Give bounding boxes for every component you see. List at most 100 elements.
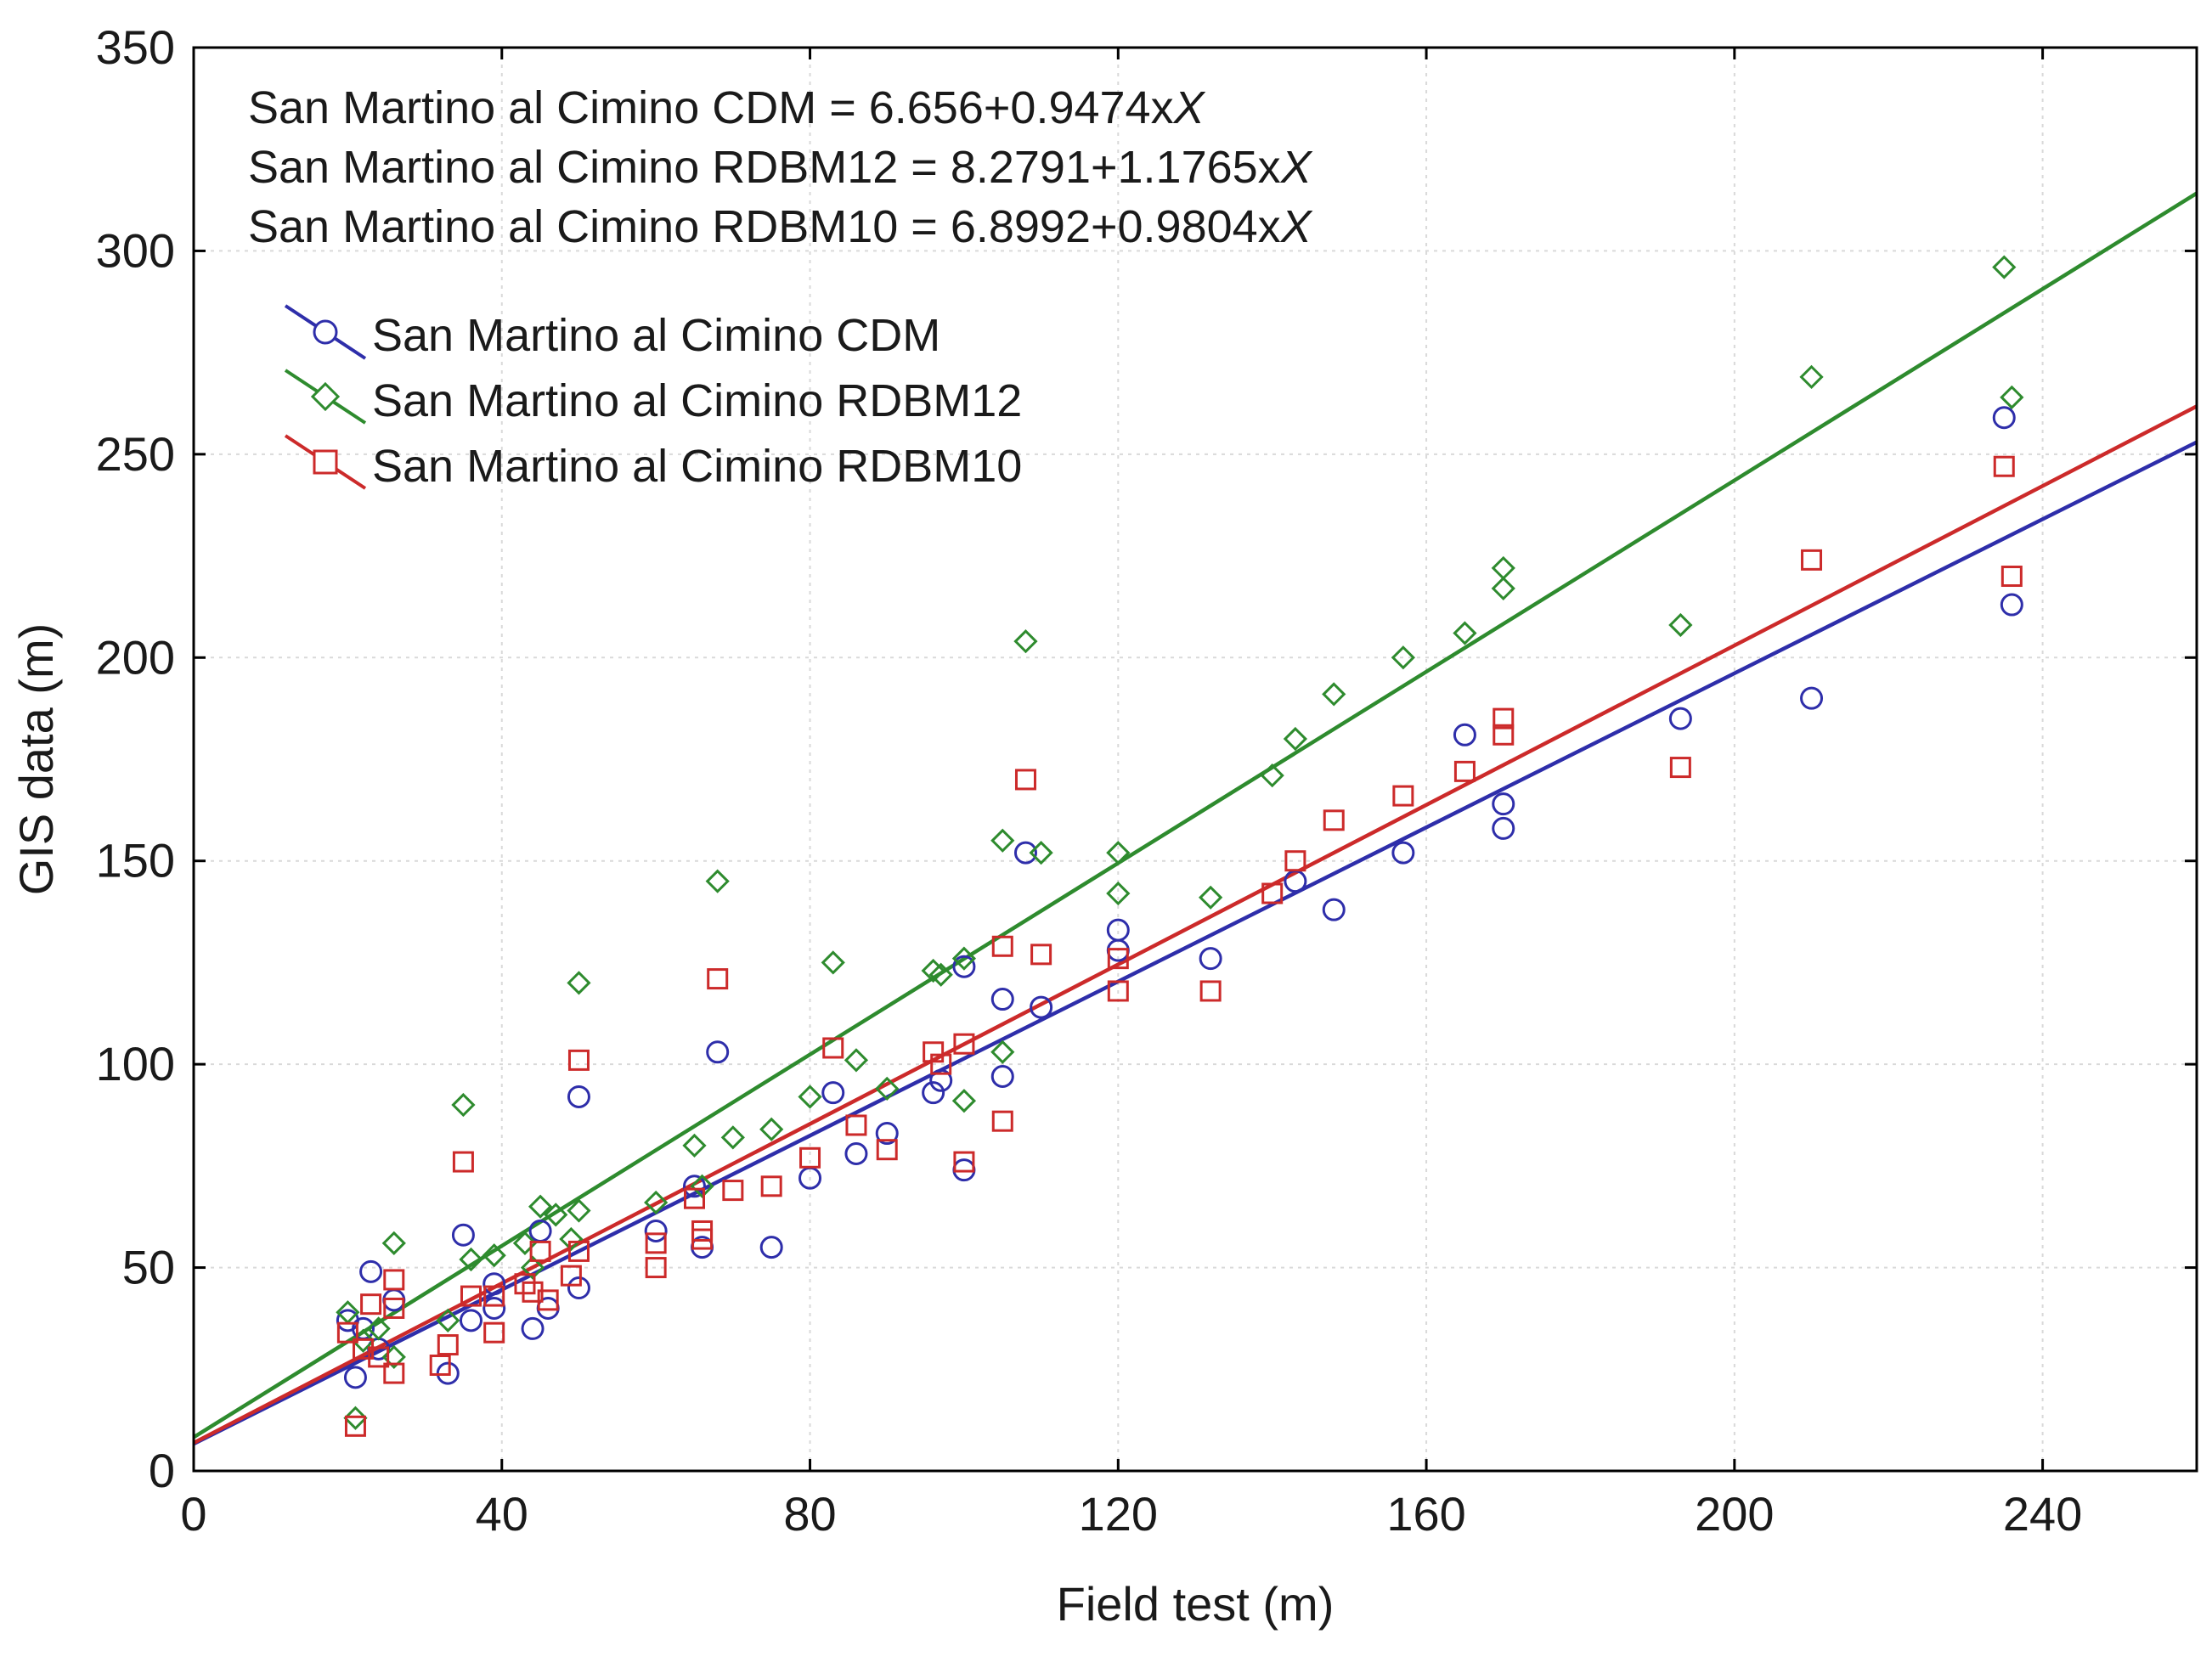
- data-point-rdbm12: [1106, 881, 1131, 906]
- data-point-rdbm12: [690, 1174, 714, 1198]
- data-point-cdm: [1322, 898, 1346, 921]
- data-point-rdbm10: [360, 1293, 382, 1316]
- data-point-rdbm12: [644, 1190, 669, 1215]
- data-point-rdbm10: [645, 1232, 667, 1254]
- data-point-rdbm12: [1013, 629, 1038, 654]
- data-point-rdbm12: [451, 1092, 476, 1118]
- data-point-rdbm12: [928, 962, 953, 987]
- data-point-rdbm12: [1491, 576, 1515, 601]
- data-point-rdbm12: [875, 1076, 900, 1101]
- data-point-rdbm10: [991, 1110, 1013, 1132]
- data-point-cdm: [1391, 841, 1415, 865]
- data-point-cdm: [343, 1366, 367, 1389]
- grid-lines: [194, 48, 2197, 1471]
- data-point-rdbm10: [1014, 769, 1036, 791]
- data-point-rdbm10: [537, 1289, 559, 1311]
- data-point-rdbm10: [1801, 549, 1823, 571]
- data-point-rdbm12: [951, 946, 977, 971]
- data-point-cdm: [521, 1316, 545, 1340]
- data-point-rdbm10: [1284, 850, 1306, 872]
- data-point-cdm: [821, 1081, 845, 1105]
- data-point-rdbm10: [429, 1354, 451, 1376]
- x-tick-label: 120: [1079, 1487, 1158, 1541]
- data-point-cdm: [875, 1122, 899, 1146]
- y-tick-label: 350: [96, 20, 175, 74]
- equation-rdbm10-text: San Martino al Cimino RDBM10 = 6.8992+0.…: [248, 201, 1281, 252]
- data-point-rdbm10: [560, 1265, 582, 1287]
- regression-lines: [192, 191, 2198, 1446]
- equation-rdbm12-text: San Martino al Cimino RDBM12 = 8.2791+1.…: [248, 142, 1281, 193]
- data-point-rdbm12: [343, 1406, 368, 1430]
- fit-line-cdm: [192, 440, 2198, 1446]
- legend-cdm-label: San Martino al Cimino CDM: [372, 310, 940, 361]
- legend-cdm-marker: [313, 319, 338, 345]
- data-point-rdbm10: [2000, 566, 2023, 588]
- data-point-cdm: [929, 1068, 953, 1092]
- data-point-cdm: [844, 1141, 868, 1165]
- x-tick-label: 200: [1695, 1487, 1774, 1541]
- data-point-cdm: [1013, 841, 1037, 865]
- data-point-rdbm12: [1668, 612, 1693, 638]
- data-point-rdbm12: [459, 1247, 483, 1272]
- data-point-rdbm10: [452, 1151, 474, 1173]
- data-point-rdbm12: [951, 1089, 977, 1113]
- data-point-cdm: [1492, 792, 1515, 816]
- y-axis-title: GIS data (m): [9, 623, 63, 896]
- data-point-cdm: [2000, 593, 2023, 617]
- data-point-rdbm10: [567, 1240, 590, 1262]
- data-point-rdbm12: [567, 971, 591, 995]
- data-point-cdm: [359, 1259, 383, 1283]
- data-point-rdbm10: [645, 1257, 667, 1279]
- data-point-rdbm12: [1322, 682, 1346, 707]
- data-point-rdbm12: [2000, 385, 2024, 409]
- data-point-rdbm10: [760, 1175, 782, 1197]
- x-tick-label: 0: [180, 1487, 206, 1541]
- data-point-rdbm10: [383, 1297, 405, 1319]
- data-point-rdbm10: [1669, 757, 1691, 779]
- data-point-cdm: [759, 1236, 783, 1259]
- x-tick-label: 160: [1386, 1487, 1465, 1541]
- equation-rdbm10: San Martino al Cimino RDBM10 = 6.8992+0.…: [248, 201, 1313, 252]
- data-point-rdbm10: [336, 1321, 358, 1344]
- data-point-rdbm10: [1030, 944, 1052, 966]
- data-point-rdbm10: [344, 1415, 366, 1437]
- data-point-rdbm12: [559, 1226, 584, 1252]
- data-point-cdm: [990, 1065, 1014, 1089]
- legend: San Martino al Cimino CDM San Martino al…: [284, 304, 1022, 492]
- data-point-rdbm10: [383, 1269, 405, 1291]
- data-point-rdbm12: [528, 1194, 553, 1219]
- data-point-rdbm10: [567, 1049, 590, 1071]
- data-point-cdm: [567, 1276, 590, 1300]
- data-point-rdbm12: [512, 1231, 538, 1255]
- data-point-rdbm10: [368, 1346, 390, 1368]
- y-tick-label: 250: [96, 427, 175, 481]
- data-point-rdbm12: [1199, 885, 1223, 910]
- data-point-cdm: [1453, 723, 1476, 746]
- data-point-rdbm10: [876, 1139, 898, 1161]
- plot-area-frame: [192, 46, 2198, 1473]
- data-point-rdbm10: [1392, 785, 1414, 807]
- data-point-rdbm10: [1493, 707, 1515, 730]
- data-point-rdbm10: [684, 1187, 705, 1209]
- data-point-cdm: [482, 1272, 506, 1296]
- data-point-rdbm12: [436, 1308, 460, 1332]
- legend-rdbm10-label: San Martino al Cimino RDBM10: [372, 441, 1022, 492]
- data-point-rdbm10: [1107, 980, 1129, 1002]
- data-point-rdbm10: [529, 1240, 551, 1262]
- data-point-cdm: [1800, 686, 1824, 710]
- data-point-rdbm12: [759, 1117, 784, 1141]
- y-tick-label: 50: [122, 1241, 175, 1294]
- data-point-rdbm10: [953, 1033, 975, 1055]
- data-point-rdbm12: [544, 1203, 568, 1227]
- legend-rdbm12-marker: [310, 381, 341, 412]
- data-point-cdm: [952, 955, 976, 978]
- data-point-cdm: [683, 1175, 706, 1198]
- data-point-cdm: [1992, 406, 2016, 430]
- data-point-rdbm10: [799, 1146, 821, 1169]
- data-point-cdm: [482, 1296, 506, 1320]
- data-point-rdbm10: [1993, 455, 2015, 477]
- x-axis-title: Field test (m): [1057, 1577, 1335, 1631]
- data-point-rdbm10: [691, 1220, 714, 1242]
- data-point-rdbm12: [821, 950, 845, 975]
